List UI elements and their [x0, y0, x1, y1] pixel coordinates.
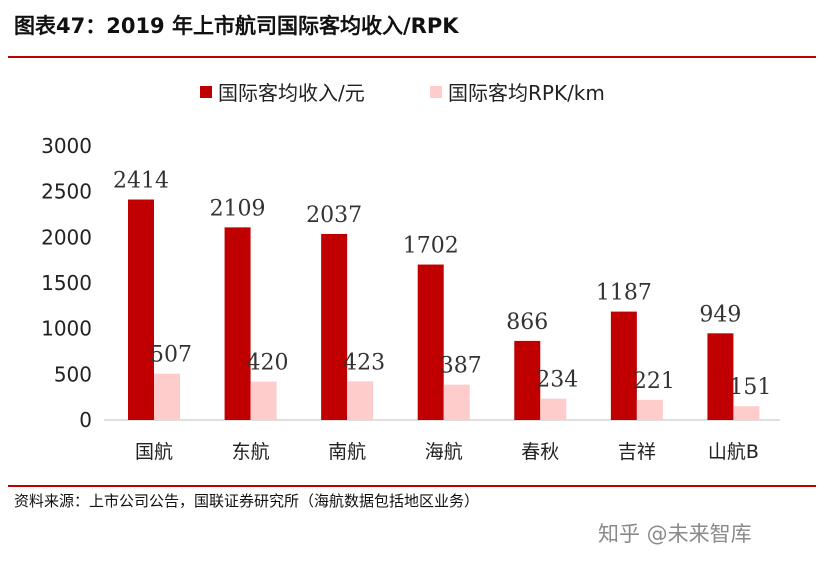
data-label-revenue-0: 2414	[113, 169, 169, 194]
y-tick-label-3: 1500	[41, 271, 92, 295]
title-divider	[8, 56, 816, 58]
legend-swatch-1	[430, 86, 442, 98]
x-tick-label-6: 山航B	[708, 441, 759, 463]
watermark: 知乎 @未来智库	[598, 522, 752, 546]
data-label-rpk-1: 420	[247, 351, 289, 376]
data-label-rpk-3: 387	[440, 354, 482, 379]
bar-revenue-5	[610, 311, 637, 420]
legend-label-1: 国际客均RPK/km	[448, 81, 605, 105]
bar-revenue-4	[514, 340, 541, 420]
data-label-rpk-5: 221	[633, 369, 675, 394]
data-label-revenue-4: 866	[506, 310, 548, 335]
legend-swatch-0	[200, 86, 212, 98]
bar-revenue-2	[321, 233, 348, 420]
bar-rpk-4	[540, 398, 567, 420]
bar-revenue-0	[128, 199, 154, 420]
data-label-rpk-6: 151	[729, 375, 771, 400]
x-tick-label-0: 国航	[135, 441, 173, 463]
bar-revenue-1	[224, 227, 251, 420]
data-label-revenue-6: 949	[699, 302, 741, 327]
data-label-revenue-2: 2037	[306, 203, 362, 228]
bar-rpk-2	[347, 381, 374, 420]
bar-rpk-5	[636, 399, 663, 420]
bar-revenue-3	[417, 264, 444, 420]
bar-revenue-6	[707, 333, 734, 420]
x-tick-label-5: 吉祥	[618, 441, 656, 463]
bar-rpk-1	[250, 381, 277, 420]
data-label-rpk-0: 507	[150, 343, 192, 368]
x-tick-label-2: 南航	[328, 441, 366, 463]
data-label-rpk-2: 423	[343, 350, 385, 375]
source-note: 资料来源：上市公司公告，国联证券研究所（海航数据包括地区业务）	[14, 492, 480, 510]
x-tick-label-1: 东航	[232, 441, 270, 463]
data-label-revenue-3: 1702	[403, 234, 459, 259]
legend-label-0: 国际客均收入/元	[218, 81, 365, 105]
x-tick-label-4: 春秋	[521, 441, 559, 463]
y-tick-label-4: 2000	[41, 225, 92, 249]
bar-rpk-6	[733, 406, 760, 420]
data-label-revenue-1: 2109	[210, 196, 266, 221]
page-title: 图表47：2019 年上市航司国际客均收入/RPK	[14, 14, 459, 38]
y-tick-label-1: 500	[54, 362, 92, 386]
y-tick-label-0: 0	[79, 408, 92, 432]
data-label-rpk-4: 234	[536, 368, 578, 393]
source-divider	[8, 485, 816, 487]
bar-rpk-3	[443, 384, 470, 420]
x-tick-label-3: 海航	[425, 441, 463, 463]
data-label-revenue-5: 1187	[596, 281, 652, 306]
y-tick-label-5: 2500	[41, 180, 92, 204]
y-tick-label-6: 3000	[41, 134, 92, 158]
bar-rpk-0	[154, 373, 180, 420]
y-tick-label-2: 1000	[41, 317, 92, 341]
